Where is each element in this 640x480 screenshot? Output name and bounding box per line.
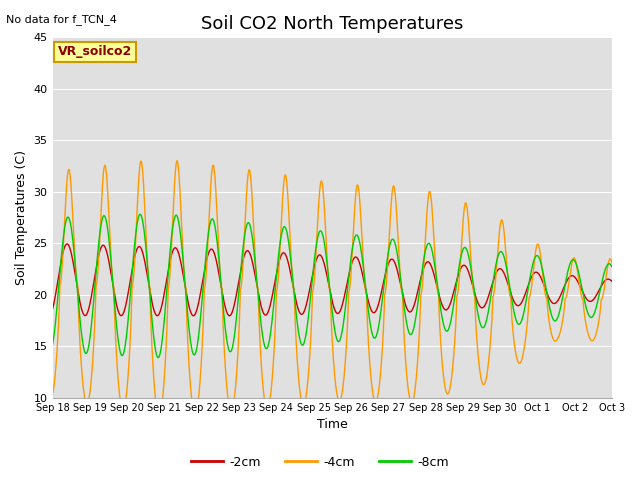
- -8cm: [604, 262, 611, 267]
- -8cm: [608, 264, 616, 270]
- -2cm: [184, 301, 192, 307]
- -4cm: [182, 285, 189, 290]
- Line: -2cm: -2cm: [52, 244, 612, 316]
- -4cm: [155, 413, 163, 419]
- Y-axis label: Soil Temperatures (C): Soil Temperatures (C): [15, 150, 28, 285]
- Legend: -2cm, -4cm, -8cm: -2cm, -4cm, -8cm: [186, 451, 454, 474]
- -8cm: [260, 338, 268, 344]
- Line: -8cm: -8cm: [52, 214, 612, 358]
- Line: -4cm: -4cm: [52, 161, 612, 416]
- -8cm: [49, 342, 56, 348]
- -4cm: [260, 389, 268, 395]
- -8cm: [182, 288, 189, 293]
- -2cm: [608, 278, 616, 284]
- -4cm: [179, 245, 186, 251]
- -8cm: [154, 355, 162, 360]
- -2cm: [179, 268, 186, 274]
- -2cm: [63, 241, 71, 247]
- Text: No data for f_TCN_4: No data for f_TCN_4: [6, 14, 117, 25]
- X-axis label: Time: Time: [317, 419, 348, 432]
- Text: VR_soilco2: VR_soilco2: [58, 46, 132, 59]
- Title: Soil CO2 North Temperatures: Soil CO2 North Temperatures: [201, 15, 463, 33]
- -4cm: [300, 402, 307, 408]
- -4cm: [185, 353, 193, 359]
- -2cm: [300, 310, 307, 316]
- -2cm: [604, 276, 611, 282]
- -8cm: [179, 252, 186, 258]
- -2cm: [49, 306, 56, 312]
- -8cm: [185, 321, 193, 326]
- -2cm: [182, 286, 189, 292]
- -2cm: [225, 313, 233, 319]
- -4cm: [608, 260, 616, 266]
- -8cm: [300, 342, 307, 348]
- -4cm: [604, 263, 611, 269]
- -8cm: [136, 211, 144, 217]
- -4cm: [49, 391, 56, 397]
- -4cm: [173, 158, 181, 164]
- -2cm: [260, 311, 268, 316]
